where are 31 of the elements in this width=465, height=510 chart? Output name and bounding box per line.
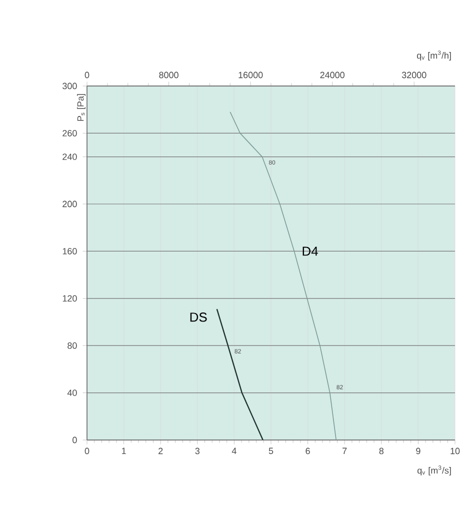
x2-axis-title: q$_{v}$ [m$^{3}$/h] [417,50,451,60]
x-tick-label: 7 [342,448,347,454]
y-tick-label: 80 [68,342,77,349]
x-tick-label: 5 [268,448,274,454]
x-tick-label: 9 [416,448,420,454]
x-tick-label: 10 [450,448,460,454]
y-tick-label: 0 [72,436,77,444]
x2-tick-label: 0 [84,72,90,78]
y-tick-label: 40 [67,390,77,396]
y-tick-label: 160 [62,248,77,254]
x-tick-label: 1 [122,448,126,454]
x-tick-label: 0 [84,448,90,454]
y-tick-label: 240 [62,154,77,160]
series-label: D4 [302,246,318,256]
x-axis-title: q$_{v}$ [m$^{3}$/s] [418,466,451,476]
x-tick-label: 2 [158,448,163,454]
series-label: DS [190,312,207,322]
x2-tick-label: 24000 [320,72,344,78]
x2-tick-label: 16000 [238,72,263,78]
x-tick-label: 3 [195,448,200,454]
y-tick-label: 300 [62,82,77,90]
x2-tick-label: 32000 [402,72,426,78]
y-tick-label: 200 [62,200,77,208]
x-tick-label: 6 [306,448,310,454]
x-tick-label: 4 [232,448,236,454]
x-tick-label: 8 [379,448,384,454]
y-tick-label: 260 [62,130,77,136]
x2-tick-label: 8000 [159,72,178,78]
y-tick-label: 120 [62,295,77,302]
line-series [216,308,264,440]
y-axis-title: P$_{s}$ [Pa] [77,94,86,121]
